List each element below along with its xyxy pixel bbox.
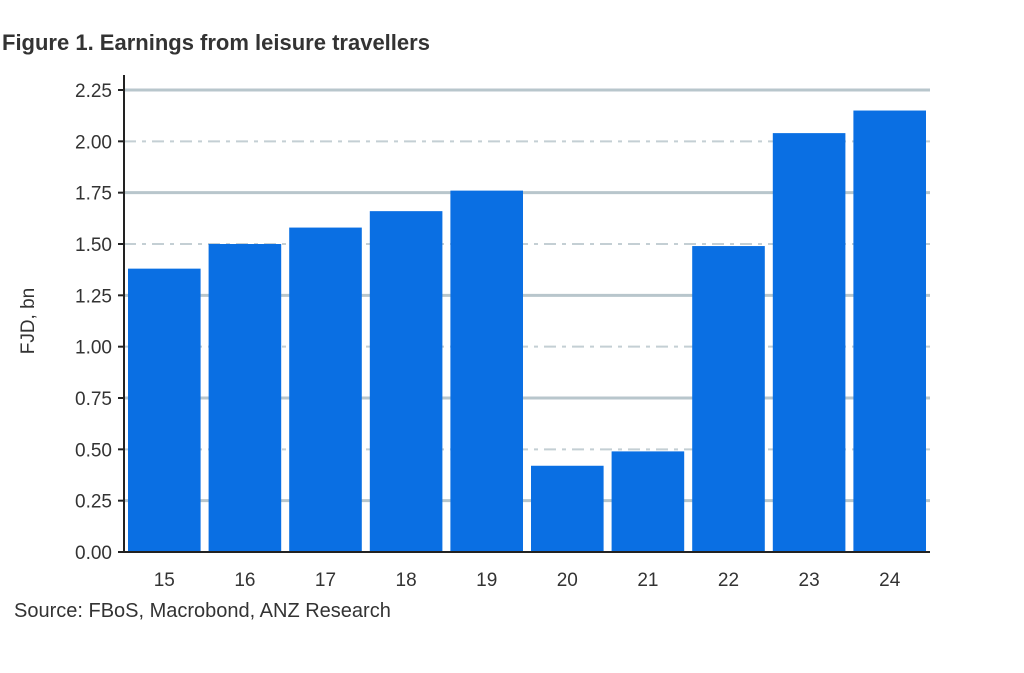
- x-tick-label: 21: [637, 570, 658, 591]
- bar-21: [611, 451, 685, 552]
- y-tick-label: 0.00: [75, 543, 112, 564]
- bar-16: [208, 244, 282, 552]
- y-tick-label: 1.75: [75, 184, 112, 205]
- y-tick-label: 1.00: [75, 338, 112, 359]
- x-tick-label: 17: [315, 570, 336, 591]
- x-tick-label: 23: [799, 570, 820, 591]
- source-note: Source: FBoS, Macrobond, ANZ Research: [14, 600, 391, 622]
- x-tick-label: 22: [718, 570, 739, 591]
- y-tick-label: 1.25: [75, 286, 112, 307]
- y-tick-label: 0.50: [75, 440, 112, 461]
- bar-22: [692, 246, 765, 552]
- bar-19: [450, 190, 523, 552]
- x-tick-label: 24: [879, 570, 901, 591]
- y-tick-label: 0.25: [75, 492, 112, 513]
- y-tick-label: 0.75: [75, 389, 112, 410]
- axes: 0.00 0.25 0.50 0.75 1.00 1.25 1.50 1.75 2.00 2.25…: [75, 75, 930, 591]
- x-tick-label: 16: [234, 570, 255, 591]
- bars: [128, 110, 926, 553]
- x-tick-label: 19: [476, 570, 497, 591]
- x-tick-label: 15: [154, 570, 175, 591]
- bar-24: [853, 110, 926, 553]
- bar-18: [369, 211, 443, 552]
- y-tick-label: 1.50: [75, 235, 112, 256]
- bar-23: [772, 133, 846, 552]
- bar-20: [531, 465, 604, 552]
- bar-17: [289, 227, 362, 552]
- bar-15: [128, 268, 201, 552]
- x-tick-label: 18: [396, 570, 417, 591]
- y-tick-label: 2.25: [75, 81, 112, 102]
- y-axis-label: FJD, bn: [18, 288, 39, 355]
- chart-title: Figure 1. Earnings from leisure travelle…: [2, 30, 430, 55]
- y-tick-label: 2.00: [75, 132, 112, 153]
- x-tick-label: 20: [557, 570, 578, 591]
